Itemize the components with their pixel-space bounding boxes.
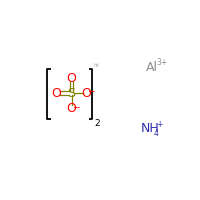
Text: 3+: 3+	[157, 58, 168, 67]
Text: O: O	[82, 87, 91, 100]
Text: ht: ht	[94, 63, 99, 68]
Text: O: O	[67, 72, 76, 85]
Text: O: O	[52, 87, 61, 100]
Text: −: −	[87, 86, 95, 95]
Text: Al: Al	[146, 61, 158, 74]
Text: −: −	[72, 102, 80, 111]
Text: O: O	[67, 102, 76, 115]
Text: NH: NH	[141, 122, 160, 135]
Text: +: +	[156, 120, 162, 129]
Text: S: S	[68, 87, 76, 100]
Text: 4: 4	[153, 129, 158, 138]
Text: 2: 2	[94, 119, 100, 128]
